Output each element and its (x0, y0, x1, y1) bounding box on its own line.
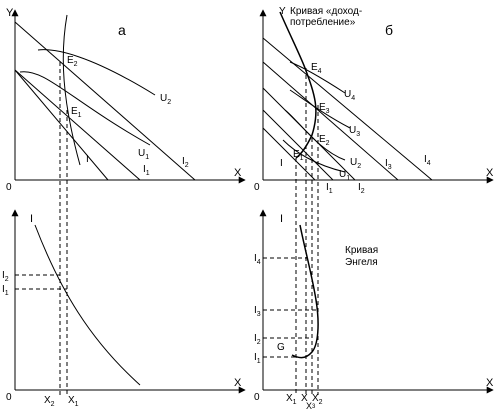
b-curve-u2-label: U2 (350, 157, 361, 170)
a-bottom-origin: 0 (6, 392, 12, 403)
b-engel-label-line2: Энгеля (345, 257, 378, 268)
b-tick-i2: I2 (254, 333, 261, 346)
b-budget-line-i3 (262, 61, 399, 181)
b-curve-u3-label: U3 (349, 125, 360, 138)
a-bottom-y-label: I (30, 213, 33, 225)
b-indifference-curve-u2 (284, 109, 346, 161)
b-budget-line-i (262, 127, 316, 181)
b-budget-i2-label: I2 (358, 182, 365, 195)
b-icc-label-line2: потребление» (290, 16, 356, 28)
a-top-x-label: X (234, 167, 242, 179)
b-point-e3-label: E3 (319, 102, 330, 115)
b-budget-i1-label: I1 (326, 182, 333, 195)
b-indifference-curve-u1 (282, 139, 346, 173)
b-indifference-curve-u4 (289, 61, 346, 94)
b-top-origin: 0 (254, 182, 260, 193)
b-bottom-y-label: I (280, 213, 283, 225)
a-top-origin: 0 (6, 182, 12, 193)
panel-a-top: Y X 0 а E2 E1 U2 U1 I I1 I2 (6, 7, 246, 395)
b-tick-i1: I1 (254, 352, 261, 365)
a-panel-letter: а (118, 22, 126, 38)
a-indifference-curve-u2 (37, 49, 156, 96)
b-point-e1-label: E1 (293, 149, 304, 162)
b-budget-i4-label: I4 (424, 154, 431, 167)
a-budget-i2-label: I2 (182, 156, 189, 169)
b-icc-label-line1: Кривая «доход- (290, 6, 362, 17)
panel-b-top: Y Кривая «доход- потребление» б X 0 E4 E… (254, 6, 494, 395)
a-tick-x2: X2 (44, 395, 55, 408)
a-consumption-line (62, 14, 81, 166)
b-budget-i-label: I (280, 158, 283, 169)
a-tick-x1: X1 (68, 395, 79, 408)
b-engel-curve (291, 224, 319, 359)
a-budget-line-i1 (14, 69, 141, 181)
b-income-consumption-curve (279, 11, 317, 159)
a-top-y-label: Y (6, 7, 14, 19)
a-curve-u1-label: U1 (138, 148, 149, 161)
b-panel-letter: б (385, 22, 393, 38)
a-budget-i-label: I (86, 154, 89, 165)
b-tick-x3: X3 (306, 401, 316, 409)
a-budget-line-i2 (14, 21, 196, 181)
b-tick-x2: X2 (312, 393, 323, 406)
b-point-e2-label: E2 (319, 134, 330, 147)
b-budget-i3-label: I3 (385, 158, 392, 171)
a-engel-curve (34, 224, 141, 386)
b-curve-u4-label: U4 (344, 89, 355, 102)
b-tick-i4: I4 (254, 253, 261, 266)
a-budget-line-i (14, 69, 109, 181)
a-indifference-curve-u1 (19, 71, 151, 146)
panel-a-bottom: I X 0 I2 I1 X2 X1 (2, 209, 246, 408)
a-tick-i1: I1 (2, 284, 9, 297)
b-top-x-label: X (486, 167, 494, 179)
b-engel-label-line1: Кривая (345, 245, 378, 256)
a-curve-u2-label: U2 (160, 93, 171, 106)
b-point-g-label: G (277, 342, 285, 353)
panel-b-bottom: I X 0 Кривая Энгеля G I4 I3 I2 I1 X1 X X… (254, 209, 494, 409)
b-tick-x: X (301, 393, 308, 404)
b-point-e4-label: E4 (311, 62, 322, 75)
a-budget-i1-label: I1 (143, 164, 150, 177)
b-curve-u1-label: U1 (339, 169, 350, 182)
b-top-y-label: Y (279, 6, 286, 17)
b-tick-i3: I3 (254, 305, 261, 318)
a-point-e1-label: E1 (71, 106, 82, 119)
b-bottom-origin: 0 (254, 392, 260, 403)
b-budget-line-i1 (262, 109, 334, 181)
b-tick-x1: X1 (286, 393, 297, 406)
b-budget-line-i4 (262, 37, 433, 181)
a-point-e2-label: E2 (67, 55, 78, 68)
a-bottom-x-label: X (234, 377, 242, 389)
a-tick-i2: I2 (2, 270, 9, 283)
b-bottom-x-label: X (486, 377, 494, 389)
